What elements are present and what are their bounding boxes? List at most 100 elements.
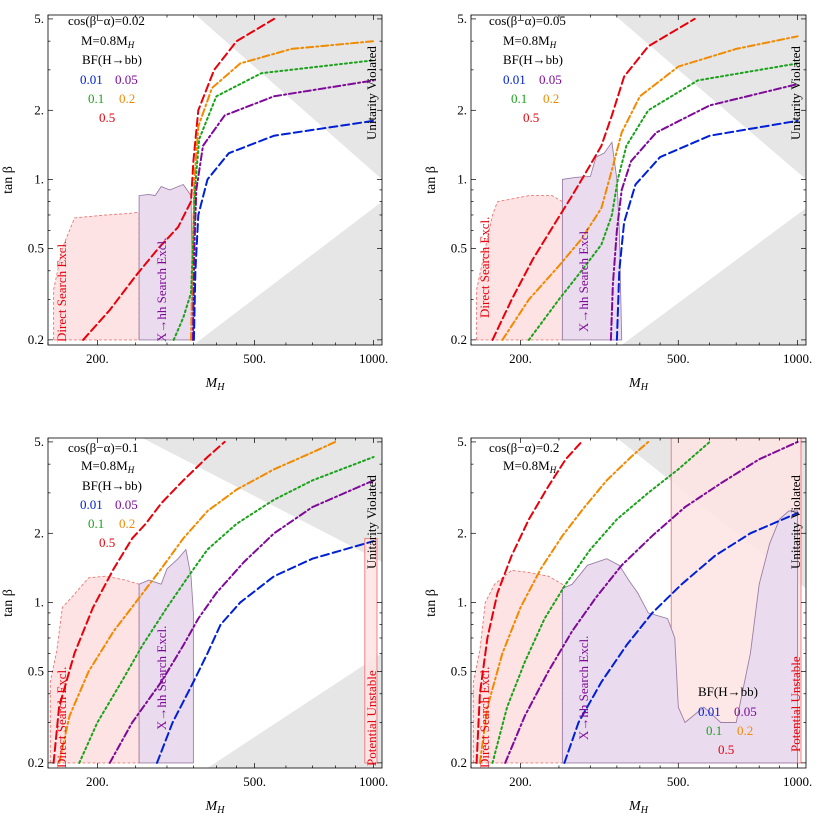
x-tick-label: 200. bbox=[509, 774, 532, 789]
series-line-0.05 bbox=[191, 79, 375, 341]
y-tick-label: 1. bbox=[34, 171, 44, 186]
panel-title: cos(β−α)=0.1 bbox=[68, 440, 138, 455]
region-unitarity-lower bbox=[207, 653, 382, 768]
region-hh-search bbox=[561, 510, 799, 764]
x-tick-label: 200. bbox=[86, 351, 109, 366]
legend-label-0.05: 0.05 bbox=[115, 497, 138, 512]
series-line-0.1 bbox=[78, 456, 375, 764]
y-tick-label: 0.5 bbox=[451, 241, 467, 256]
region-unitarity-upper bbox=[142, 438, 382, 562]
y-tick-label: 5. bbox=[34, 11, 44, 26]
y-tick-label: 0.2 bbox=[28, 755, 44, 770]
mass-relation-label: M=0.8MH bbox=[81, 458, 135, 475]
series-line-0.1 bbox=[172, 59, 375, 341]
series-line-0.2 bbox=[58, 440, 337, 764]
y-tick-label: 0.5 bbox=[28, 664, 44, 679]
x-tick-label: 500. bbox=[243, 774, 266, 789]
plot-area bbox=[472, 438, 806, 764]
legend-label-0.1: 0.1 bbox=[88, 516, 104, 531]
legend-label-0.01: 0.01 bbox=[80, 72, 103, 87]
plot-area bbox=[476, 15, 806, 345]
mass-relation-label: M=0.8MH bbox=[81, 33, 135, 50]
y-tick-label: 2. bbox=[457, 525, 467, 540]
legend-label-0.2: 0.2 bbox=[737, 723, 753, 738]
x-axis-label: MH bbox=[205, 799, 226, 816]
legend-label-0.5: 0.5 bbox=[99, 535, 115, 550]
legend-label-0.5: 0.5 bbox=[99, 110, 115, 125]
unitarity-label: Unitarity Violated bbox=[788, 46, 803, 140]
y-axis-label: tan β bbox=[424, 589, 439, 617]
hh-search-label: X→hh Search Excl. bbox=[154, 238, 169, 342]
series-line-0.2 bbox=[501, 35, 799, 341]
x-axis-label: MH bbox=[628, 799, 649, 816]
panel-title: cos(β−α)=0.02 bbox=[68, 13, 145, 28]
x-tick-label: 1000. bbox=[359, 351, 388, 366]
plot-frame bbox=[470, 437, 807, 769]
y-tick-label: 5. bbox=[457, 434, 467, 449]
legend-label-0.2: 0.2 bbox=[119, 91, 135, 106]
legend-title: BF(H→bb) bbox=[82, 52, 142, 67]
panel-2: 200. 500. 1000. 0.2 0.5 1. 2. 5. MH tan β cos(β−α)… bbox=[424, 11, 812, 393]
x-tick-label: 200. bbox=[86, 774, 109, 789]
x-tick-label: 500. bbox=[667, 351, 690, 366]
series-line-0.5 bbox=[52, 440, 226, 764]
region-unitarity-lower bbox=[621, 208, 806, 345]
y-tick-label: 5. bbox=[457, 11, 467, 26]
series-line-0.01 bbox=[192, 119, 375, 341]
y-tick-label: 0.2 bbox=[28, 332, 44, 347]
legend-title: BF(H→bb) bbox=[503, 52, 563, 67]
y-axis-label: tan β bbox=[1, 166, 16, 194]
series-line-0.01 bbox=[615, 119, 799, 341]
y-tick-label: 1. bbox=[34, 594, 44, 609]
region-unitarity-upper bbox=[195, 15, 382, 180]
y-tick-label: 2. bbox=[34, 525, 44, 540]
y-axis-label: tan β bbox=[1, 589, 16, 617]
plot-frame bbox=[47, 437, 383, 769]
x-axis-label: MH bbox=[628, 376, 649, 393]
x-tick-label: 200. bbox=[509, 351, 532, 366]
plot-area bbox=[53, 15, 382, 345]
x-tick-label: 1000. bbox=[783, 351, 812, 366]
legend-label-0.1: 0.1 bbox=[511, 91, 527, 106]
panel-3: 200. 500. 1000. 0.2 0.5 1. 2. 5. MH tan β cos(β−α)… bbox=[1, 434, 388, 816]
series-line-0.01 bbox=[563, 512, 799, 764]
series-line-0.05 bbox=[108, 479, 375, 764]
y-tick-label: 2. bbox=[457, 102, 467, 117]
legend-title: BF(H→bb) bbox=[698, 684, 758, 699]
y-tick-label: 1. bbox=[457, 171, 467, 186]
mass-relation-label: M=0.8MH bbox=[503, 33, 557, 50]
plot-frame bbox=[47, 14, 383, 346]
panel-1: 200. 500. 1000. 0.2 0.5 1. 2. 5. MH tan β cos(β−α)… bbox=[1, 11, 388, 393]
region-unitarity-upper bbox=[614, 15, 806, 180]
series-line-0.5 bbox=[82, 17, 276, 341]
unitarity-label: Unitarity Violated bbox=[364, 475, 379, 569]
potential-unstable-label: Potential Unstable bbox=[364, 670, 379, 766]
series-line-0.1 bbox=[491, 440, 711, 764]
series-line-0.05 bbox=[504, 440, 799, 764]
series-line-0.05 bbox=[609, 83, 799, 341]
legend-label-0.2: 0.2 bbox=[543, 91, 559, 106]
legend-label-0.05: 0.05 bbox=[539, 72, 562, 87]
region-potential-unstable bbox=[364, 537, 378, 764]
y-tick-label: 5. bbox=[34, 434, 44, 449]
legend-title: BF(H→bb) bbox=[82, 478, 142, 493]
x-tick-label: 1000. bbox=[783, 774, 812, 789]
legend-label-0.2: 0.2 bbox=[119, 516, 135, 531]
legend-label-0.01: 0.01 bbox=[503, 72, 526, 87]
direct-search-label: Direct Search Excl. bbox=[477, 667, 492, 768]
hh-search-label: X→hh Search Excl. bbox=[576, 636, 591, 740]
potential-unstable-label: Potential Unstable bbox=[788, 656, 803, 752]
legend-label-0.1: 0.1 bbox=[88, 91, 104, 106]
region-hh-search bbox=[138, 548, 194, 764]
direct-search-label: Direct Search Excl. bbox=[477, 217, 492, 318]
panel-title: cos(β−α)=0.2 bbox=[489, 440, 559, 455]
x-axis-label: MH bbox=[205, 376, 226, 393]
hh-search-label: X→hh Search Excl. bbox=[576, 228, 591, 332]
x-tick-label: 500. bbox=[243, 351, 266, 366]
legend-label-0.01: 0.01 bbox=[80, 497, 103, 512]
series-line-0.1 bbox=[527, 62, 799, 341]
direct-search-label: Direct Search Excl. bbox=[54, 667, 69, 768]
region-unitarity-lower bbox=[193, 201, 382, 345]
